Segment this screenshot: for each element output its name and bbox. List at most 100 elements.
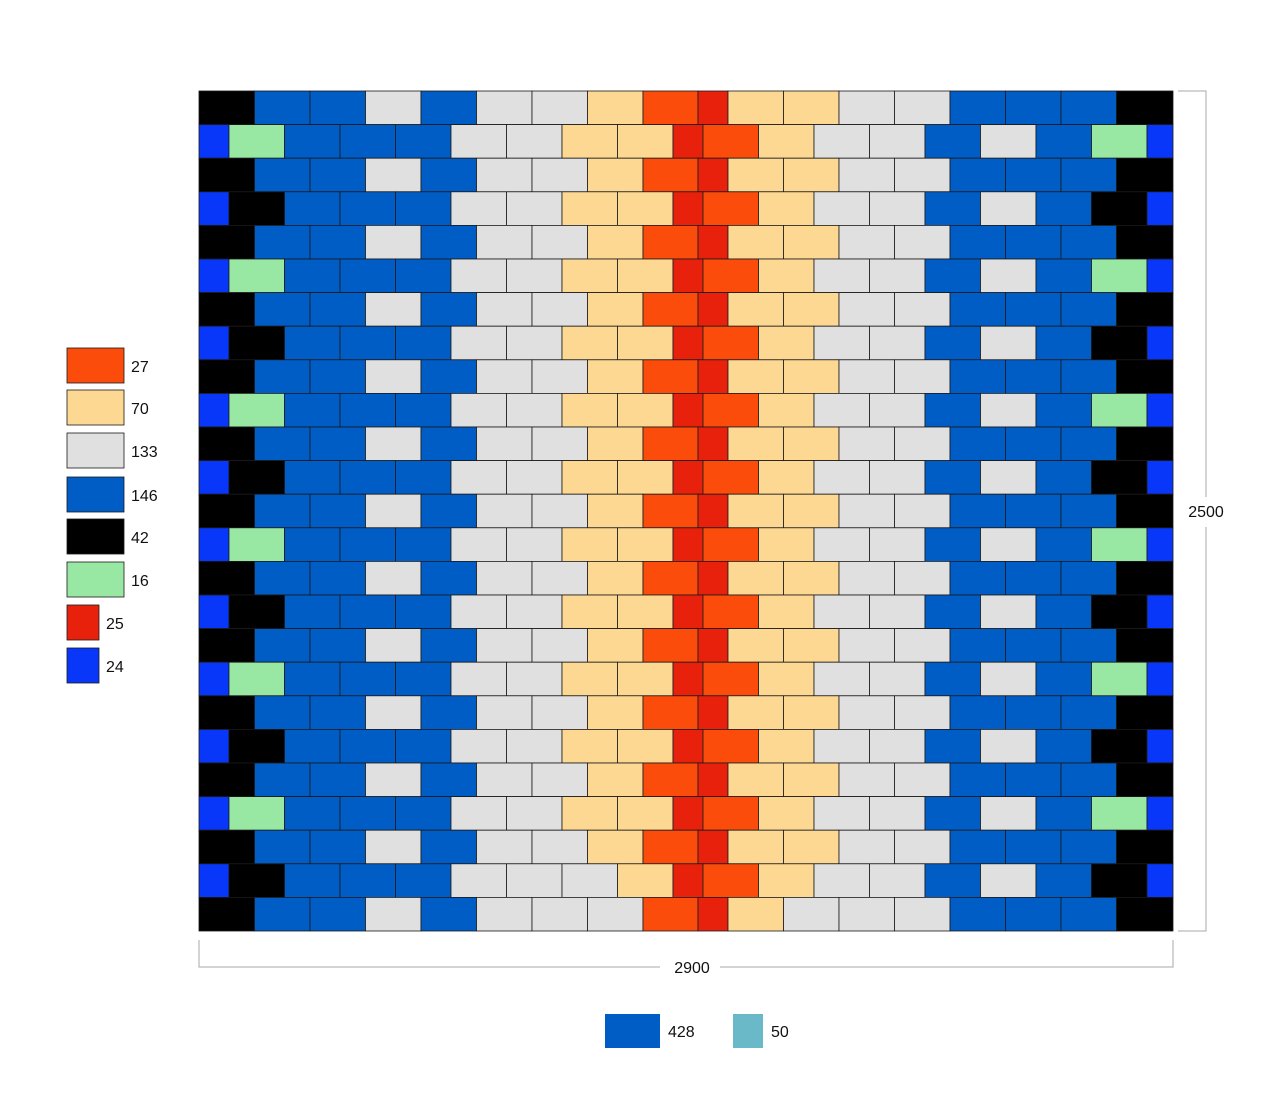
brick-light-gray: [813, 527, 870, 562]
brick-light-gray: [783, 897, 840, 932]
brick-bright-blue: [198, 527, 230, 562]
brick-blue: [420, 292, 477, 327]
brick-blue: [924, 594, 981, 629]
brick-light-gray: [531, 426, 588, 461]
brick-peach: [587, 157, 644, 193]
brick-peach: [727, 292, 784, 327]
brick-light-gray: [894, 829, 951, 865]
brick-black: [198, 829, 255, 865]
brick-light-gray: [506, 729, 563, 764]
brick-peach: [617, 729, 674, 764]
brick-light-gray: [813, 392, 870, 428]
brick-peach: [783, 292, 840, 327]
brick-bright-blue: [198, 460, 230, 495]
brick-black: [1116, 829, 1174, 865]
brick-peach: [727, 561, 784, 596]
brick-light-gray: [894, 762, 951, 797]
brick-bright-blue: [1146, 527, 1174, 562]
brick-light-gray: [838, 426, 895, 461]
brick-blue: [1060, 359, 1117, 394]
brick-blue: [949, 695, 1006, 730]
brick-peach: [561, 661, 618, 697]
brick-light-gray: [894, 359, 951, 394]
brick-orange: [642, 90, 699, 125]
brick-blue: [284, 191, 341, 226]
brick-blue: [924, 527, 981, 562]
brick-light-gray: [894, 897, 951, 932]
brick-light-gray: [813, 863, 870, 898]
brick-blue: [1060, 762, 1117, 797]
brick-peach: [783, 628, 840, 663]
brick-black: [198, 628, 255, 663]
brick-light-gray: [450, 729, 507, 764]
brick-blue: [254, 292, 311, 327]
brick-blue: [1035, 124, 1092, 159]
brick-blue: [254, 426, 311, 461]
brick-orange: [642, 897, 699, 932]
brick-blue: [284, 527, 341, 562]
brick-peach: [561, 460, 618, 495]
brick-blue: [1060, 224, 1117, 260]
brick-light-gray: [980, 460, 1037, 495]
brick-bright-blue: [198, 594, 230, 629]
brick-peach: [758, 527, 815, 562]
brick-blue: [420, 829, 477, 865]
brick-blue: [949, 90, 1006, 125]
brick-peach: [587, 493, 644, 529]
brick-peach: [758, 191, 815, 226]
brick-peach: [758, 124, 815, 159]
brick-black: [228, 191, 285, 226]
brick-blue: [395, 594, 452, 629]
brick-light-gray: [506, 796, 563, 831]
brick-light-gray: [587, 897, 644, 932]
brick-blue: [339, 527, 396, 562]
brick-red: [672, 729, 704, 764]
brick-blue: [309, 561, 366, 596]
brick-blue: [949, 157, 1006, 193]
brick-blue: [924, 191, 981, 226]
brick-orange: [642, 762, 699, 797]
brick-blue: [1005, 695, 1062, 730]
brick-blue: [1005, 426, 1062, 461]
brick-light-gray: [869, 460, 926, 495]
brick-blue: [339, 594, 396, 629]
brick-light-gray: [838, 829, 895, 865]
brick-black: [1091, 863, 1148, 898]
brick-light-gray: [506, 124, 563, 159]
brick-light-gray: [894, 695, 951, 730]
brick-peach: [561, 729, 618, 764]
brick-peach: [617, 191, 674, 226]
brick-blue: [949, 829, 1006, 865]
brick-light-gray: [365, 426, 422, 461]
brick-bright-blue: [1146, 124, 1174, 159]
brick-bright-blue: [198, 392, 230, 428]
brick-light-gray: [450, 191, 507, 226]
brick-peach: [617, 661, 674, 697]
brick-light-gray: [531, 157, 588, 193]
brick-light-gray: [450, 258, 507, 293]
brick-blue: [420, 561, 477, 596]
bottom-legend-count: 428: [668, 1024, 695, 1041]
brick-black: [1116, 493, 1174, 529]
brick-light-gray: [813, 124, 870, 159]
brick-blue: [1035, 258, 1092, 293]
brick-light-gray: [531, 292, 588, 327]
brick-bright-blue: [1146, 661, 1174, 697]
brick-peach: [727, 493, 784, 529]
legend-count: 146: [131, 488, 158, 505]
brick-red: [672, 661, 704, 697]
brick-peach: [783, 561, 840, 596]
brick-light-gray: [450, 661, 507, 697]
legend-swatch-light-gray: [66, 432, 125, 469]
brick-light-gray: [450, 796, 507, 831]
brick-blue: [309, 897, 366, 932]
brick-red: [672, 124, 704, 159]
brick-light-gray: [869, 527, 926, 562]
height-dimension-label: 2500: [1188, 504, 1224, 521]
brick-blue: [1060, 426, 1117, 461]
brick-peach: [758, 863, 815, 898]
brick-black: [1116, 292, 1174, 327]
brick-blue: [420, 90, 477, 125]
brick-peach: [587, 359, 644, 394]
brick-light-gray: [365, 897, 422, 932]
